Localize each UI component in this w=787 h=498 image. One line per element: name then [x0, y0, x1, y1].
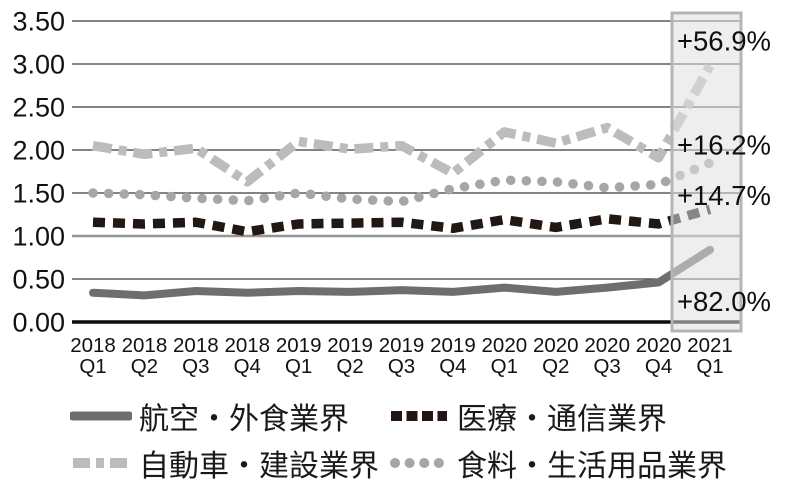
legend-item-medical-telecom: 医療・通信業界	[388, 394, 727, 437]
x-tick-label: 2019 Q2	[327, 334, 373, 378]
x-tick-label: 2019 Q3	[379, 334, 425, 378]
percent-change-annotation: +14.7%	[677, 180, 771, 211]
x-tick-label: 2018 Q4	[224, 334, 270, 378]
dotted-line-swatch-icon	[390, 457, 450, 468]
chart-legend: 航空・外食業界 医療・通信業界 自動車・建設業界 食料・生活用品業界	[70, 394, 727, 484]
y-tick-label: 0.00	[12, 308, 65, 338]
x-tick-label: 2018 Q1	[70, 334, 116, 378]
percent-change-annotation: +16.2%	[677, 129, 771, 160]
dashdot-line-swatch-icon	[73, 457, 129, 468]
legend-label: 医療・通信業界	[457, 402, 667, 436]
legend-label: 自動車・建設業界	[139, 449, 379, 483]
y-tick-label: 1.50	[12, 179, 65, 209]
x-tick-label: 2018 Q2	[122, 334, 168, 378]
annotations: +56.9% +16.2% +14.7% +82.0%	[677, 25, 771, 317]
y-tick-label: 1.00	[12, 222, 65, 252]
gridlines	[72, 20, 740, 324]
x-tick-label: 2020 Q1	[482, 334, 528, 378]
y-tick-label: 3.50	[12, 7, 65, 37]
y-axis-tick-labels: 0.00 0.50 1.00 1.50 2.00 2.50 3.00 3.50	[12, 7, 65, 338]
x-tick-label: 2020 Q4	[636, 334, 682, 378]
y-tick-label: 0.50	[12, 265, 65, 295]
legend-item-auto-construction: 自動車・建設業界	[70, 441, 388, 484]
x-tick-label: 2021 Q1	[687, 334, 733, 378]
x-tick-label: 2020 Q3	[584, 334, 630, 378]
percent-change-annotation: +82.0%	[677, 286, 771, 317]
highlight-band-2021-q1	[670, 11, 743, 333]
legend-item-food-household: 食料・生活用品業界	[388, 441, 727, 484]
legend-item-aviation-dining: 航空・外食業界	[70, 394, 388, 437]
solid-line-swatch-icon	[70, 411, 132, 420]
x-tick-label: 2020 Q2	[533, 334, 579, 378]
x-tick-label: 2019 Q4	[430, 334, 476, 378]
series-line-0	[89, 245, 715, 300]
y-tick-label: 2.00	[12, 136, 65, 166]
y-tick-label: 3.00	[12, 50, 65, 80]
x-tick-label: 2019 Q1	[276, 334, 322, 378]
x-tick-label: 2018 Q3	[173, 334, 219, 378]
series-line-3	[88, 158, 715, 207]
series-line-2	[92, 63, 715, 187]
legend-label: 航空・外食業界	[139, 402, 349, 436]
series-line-1	[92, 204, 712, 237]
legend-label: 食料・生活用品業界	[457, 449, 727, 483]
y-tick-label: 2.50	[12, 93, 65, 123]
dashed-line-swatch-icon	[391, 410, 447, 421]
percent-change-annotation: +56.9%	[677, 25, 771, 56]
